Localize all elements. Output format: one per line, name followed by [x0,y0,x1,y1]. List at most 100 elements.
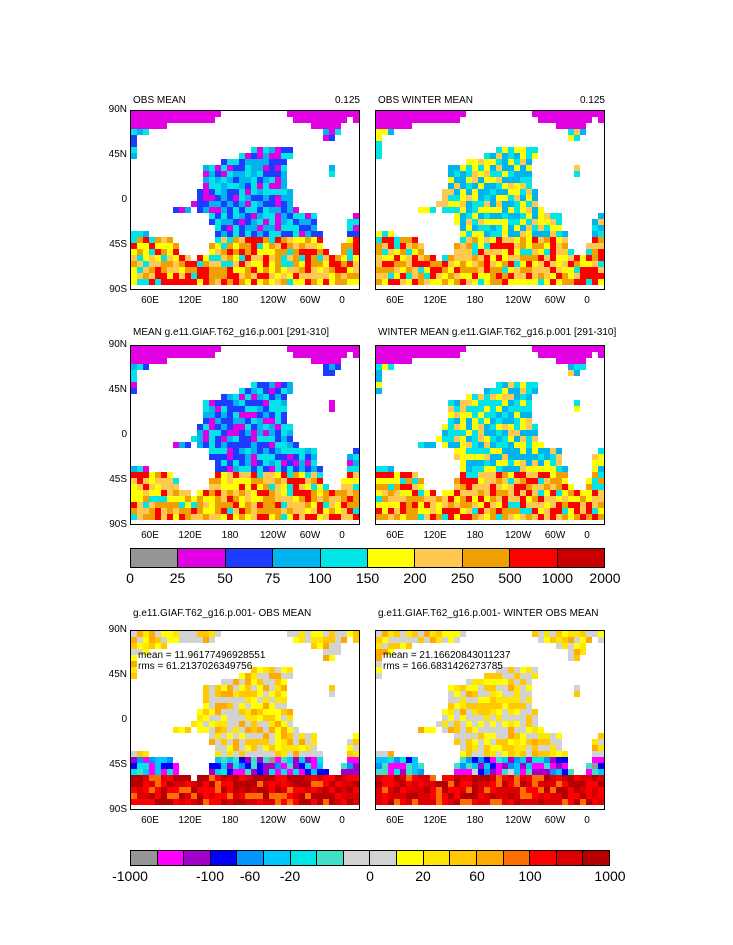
colorbar-box [450,851,477,865]
lat-tick-label: 45N [108,149,127,160]
colorbar-box [317,851,344,865]
lon-tick-label: 120W [259,530,287,541]
colorbar-tick-label: 75 [264,570,281,586]
lon-tick-label: 180 [221,530,239,541]
lat-tick-label: 45N [108,669,127,680]
colorbar-box [131,549,179,567]
rms-stat: rms = 61.2137026349756 [138,661,253,672]
colorbar-tick-label: 0 [366,868,374,884]
lon-tick-label: 120E [423,530,447,541]
colorbar-box [237,851,265,865]
lat-tick-label: 45N [108,384,127,395]
panel-diff-winter-mean [375,630,605,810]
colorbar-box [131,851,158,865]
panel-title: OBS MEAN [133,95,186,106]
colorbar-box [556,851,584,865]
lon-tick-label: 60E [141,815,159,826]
lon-tick-label: 60W [544,295,566,306]
map-field [376,631,604,809]
colorbar-box [503,851,531,865]
lon-tick-label: 120E [423,815,447,826]
lon-tick-label: 0 [339,815,345,826]
panel-contour-interval: 0.125 [334,95,360,106]
colorbar-absolute [130,548,605,568]
colorbar-tick-label: 150 [355,570,380,586]
lon-tick-label: 120W [504,815,532,826]
lat-tick-label: 45S [109,474,127,485]
lon-tick-label: 180 [466,295,484,306]
colorbar-box [225,549,274,567]
panel-title: OBS WINTER MEAN [378,95,474,106]
lon-tick-label: 60W [544,530,566,541]
colorbar-tick-label: 100 [518,868,542,884]
colorbar-box [368,549,416,567]
lon-tick-label: 60E [386,530,404,541]
colorbar-box [583,851,609,865]
colorbar-tick-label: -60 [239,868,261,884]
colorbar-box [273,549,321,567]
colorbar-box [415,549,463,567]
lat-tick-label: 90S [109,804,127,815]
lon-tick-label: 120W [259,295,287,306]
panel-obs-winter-mean [375,110,605,290]
lon-tick-label: 180 [466,530,484,541]
colorbar-tick-label: 100 [308,570,332,586]
colorbar-box [557,549,605,567]
map-field [131,631,359,809]
lat-tick-label: 0 [121,429,127,440]
lon-tick-label: 180 [221,295,239,306]
colorbar-tick-label: 2000 [589,570,621,586]
lon-tick-label: 0 [339,295,345,306]
lon-tick-label: 120E [178,815,202,826]
lat-tick-label: 90N [108,624,127,635]
lon-tick-label: 60W [299,530,321,541]
panel-obs-mean [130,110,360,290]
map-field [131,111,359,289]
lon-tick-label: 0 [584,295,590,306]
colorbar-box [343,851,371,865]
colorbar-box [462,549,511,567]
colorbar-tick-label: 500 [498,570,522,586]
panel-contour-interval: 0.125 [579,95,605,106]
colorbar-box [397,851,424,865]
colorbar-tick-label: 60 [469,868,485,884]
lat-tick-label: 45S [109,239,127,250]
colorbar-tick-label: -1000 [112,868,148,884]
colorbar-box [210,851,238,865]
lon-tick-label: 0 [339,530,345,541]
colorbar-tick-label: 200 [403,570,427,586]
lon-tick-label: 60E [141,295,159,306]
colorbar-tick-label: 50 [217,570,233,586]
lat-tick-label: 0 [121,194,127,205]
lon-tick-label: 60W [544,815,566,826]
lon-tick-label: 60W [299,295,321,306]
colorbar-box [290,851,318,865]
colorbar-difference [130,850,610,866]
colorbar-tick-label: -100 [195,868,225,884]
lon-tick-label: 60E [386,815,404,826]
lon-tick-label: 180 [221,815,239,826]
lon-tick-label: 120W [259,815,287,826]
lon-tick-label: 120W [504,295,532,306]
panel-model-mean [130,345,360,525]
lon-tick-label: 0 [584,530,590,541]
lon-tick-label: 60E [386,295,404,306]
panel-diff-mean [130,630,360,810]
lon-tick-label: 120E [178,295,202,306]
lon-tick-label: 120E [178,530,202,541]
colorbar-tick-label: 250 [450,570,475,586]
colorbar-box [370,851,398,865]
rms-stat: rms = 166.6831426273785 [383,661,503,672]
colorbar-tick-label: 1000 [594,868,626,884]
panel-title: g.e11.GIAF.T62_g16.p.001- OBS MEAN [133,608,312,619]
lon-tick-label: 120W [504,530,532,541]
colorbar-box [157,851,185,865]
mean-stat: mean = 11.96177496928551 [138,650,266,661]
lat-tick-label: 45S [109,759,127,770]
lat-tick-label: 90S [109,519,127,530]
colorbar-box [510,549,558,567]
colorbar-box [184,851,211,865]
colorbar-box [423,851,451,865]
lon-tick-label: 180 [466,815,484,826]
map-field [131,346,359,524]
